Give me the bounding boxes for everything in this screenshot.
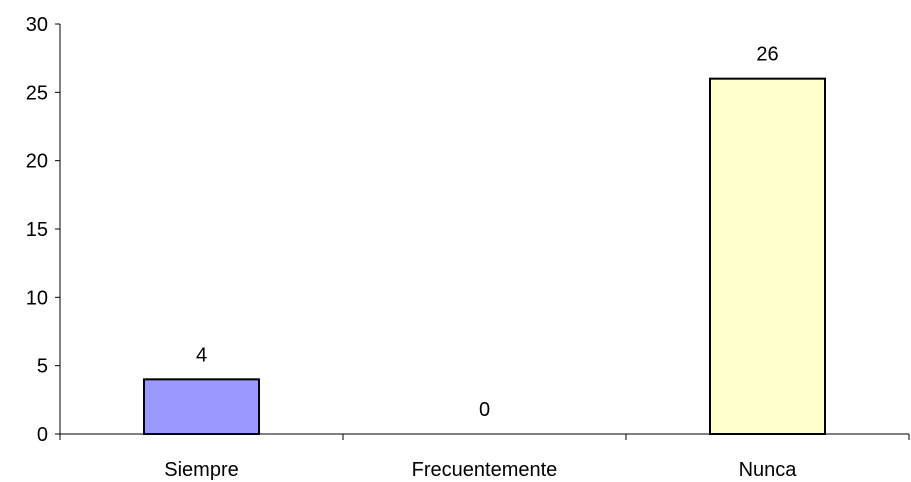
data-labels: 4 0 26 (196, 44, 779, 421)
y-tick-label: 10 (26, 287, 48, 309)
x-tick-label: Frecuentemente (412, 459, 558, 481)
x-tick-label: Siempre (164, 459, 238, 481)
bars (143, 77, 826, 436)
y-tick-label: 20 (26, 151, 48, 173)
x-axis: Siempre Frecuentemente Nunca (59, 433, 910, 481)
bar-siempre (143, 378, 260, 436)
data-label: 26 (756, 44, 778, 66)
y-tick-label: 25 (26, 82, 48, 104)
y-tick-label: 30 (26, 14, 48, 36)
data-label: 4 (196, 344, 207, 366)
data-label: 0 (479, 399, 490, 421)
y-tick-label: 15 (26, 219, 48, 241)
y-tick-label: 0 (37, 424, 48, 446)
y-axis: 0 5 10 15 20 25 30 (26, 14, 61, 446)
y-tick-label: 5 (37, 356, 48, 378)
bar-nunca (709, 77, 826, 436)
x-tick-label: Nunca (739, 459, 798, 481)
